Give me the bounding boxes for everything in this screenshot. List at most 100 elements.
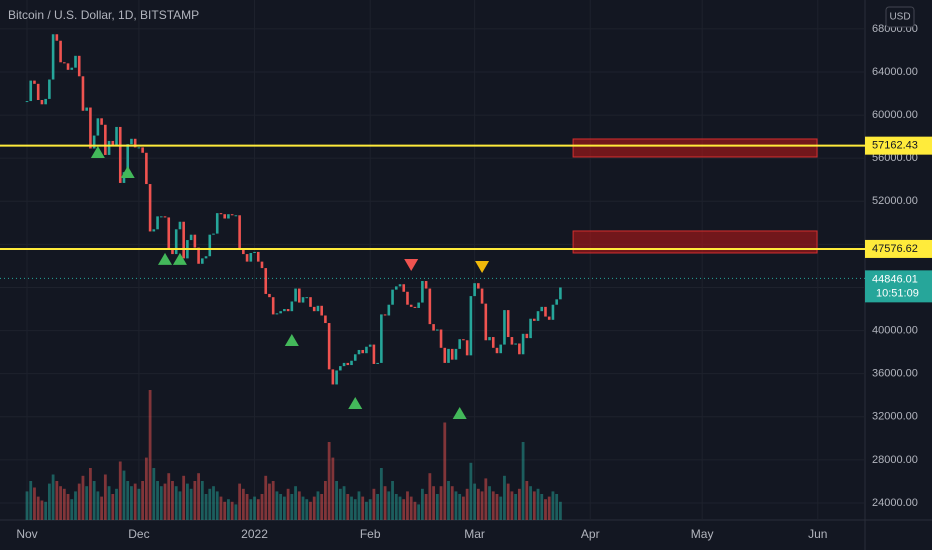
y-tick-label: 60000.00	[872, 109, 918, 121]
candle	[480, 288, 484, 304]
candle	[350, 360, 353, 366]
candle	[193, 234, 197, 248]
volume-bar	[514, 494, 518, 520]
candle	[320, 305, 323, 316]
volume-bar	[122, 470, 126, 520]
volume-bar	[193, 481, 197, 520]
candle	[81, 76, 85, 111]
volume-bar	[350, 496, 353, 520]
volume-bar	[420, 488, 424, 520]
x-tick-label: Apr	[581, 527, 600, 541]
candle	[357, 349, 361, 355]
signal-arrow	[90, 145, 105, 158]
volume-bar	[365, 501, 368, 520]
volume-bar	[432, 486, 435, 520]
candle	[529, 318, 532, 339]
volume-bar	[44, 501, 48, 520]
volume-bar	[59, 486, 62, 520]
volume-bar	[376, 494, 380, 520]
volume-bar	[215, 491, 219, 520]
volume-bar	[77, 483, 81, 520]
candle	[107, 140, 111, 155]
volume-bar	[503, 475, 506, 520]
candle	[353, 354, 357, 361]
candle	[25, 101, 29, 103]
currency-box[interactable]	[885, 6, 915, 28]
candle	[141, 147, 144, 153]
y-tick-label: 64000.00	[872, 66, 918, 78]
candle	[130, 138, 133, 145]
candle	[458, 339, 461, 349]
volume-bar	[144, 457, 148, 520]
candle	[118, 126, 122, 183]
candle	[376, 362, 379, 364]
volume-bar	[159, 486, 163, 520]
volume-bar	[357, 491, 361, 520]
volume-bar	[301, 496, 305, 520]
candle	[51, 34, 55, 80]
candle	[268, 293, 271, 298]
volume-bar	[316, 491, 320, 520]
volume-bar	[219, 496, 223, 520]
candle	[55, 34, 59, 41]
volume-bar	[353, 499, 357, 520]
candle	[290, 301, 294, 312]
candle	[417, 302, 420, 308]
candle	[215, 213, 219, 234]
x-tick-label: Nov	[16, 527, 37, 541]
volume-bar	[488, 486, 491, 520]
y-tick-label: 68000.00	[872, 23, 918, 35]
candle	[510, 337, 514, 345]
candle	[256, 251, 260, 262]
candle	[436, 329, 439, 331]
volume-bar	[454, 491, 458, 520]
resistance-zone	[572, 138, 818, 158]
candle	[260, 261, 264, 269]
volume-bar	[74, 491, 77, 520]
candle	[495, 347, 499, 354]
volume-bar	[100, 496, 104, 520]
y-tick-label: 28000.00	[872, 454, 918, 466]
candle	[59, 40, 62, 63]
level-label: 47576.62	[872, 243, 918, 255]
volume-bar	[141, 481, 145, 520]
candle	[133, 138, 137, 148]
candle	[33, 80, 36, 84]
volume-bar	[361, 496, 365, 520]
volume-bar	[309, 501, 312, 520]
candle	[525, 333, 529, 339]
candle	[473, 283, 476, 297]
candle	[74, 55, 77, 68]
signal-arrow	[475, 261, 490, 274]
volume-bar	[249, 499, 253, 520]
candle	[312, 306, 316, 312]
volume-bar	[241, 488, 245, 520]
candle	[159, 216, 163, 218]
volume-bar	[499, 496, 503, 520]
candle	[44, 98, 47, 105]
candle	[454, 348, 458, 360]
volume-bar	[424, 494, 428, 520]
candle	[398, 284, 402, 287]
volume-bar	[435, 494, 439, 520]
candle	[477, 283, 480, 289]
resistance-zone	[572, 230, 818, 254]
volume-bar	[335, 481, 339, 520]
candle	[171, 248, 174, 255]
candle	[316, 305, 320, 312]
candle	[152, 229, 156, 232]
volume-bar	[85, 486, 89, 520]
candle	[394, 286, 398, 290]
candle	[70, 67, 74, 70]
candle	[547, 316, 551, 320]
candle	[469, 296, 473, 356]
volume-bar	[338, 488, 342, 520]
volume-bar	[137, 488, 141, 520]
candle	[305, 297, 309, 299]
volume-bar	[96, 491, 100, 520]
candle	[465, 340, 469, 356]
candle	[148, 184, 152, 232]
volume-bar	[115, 488, 118, 520]
candle	[174, 229, 178, 255]
volume-bar	[81, 475, 85, 520]
